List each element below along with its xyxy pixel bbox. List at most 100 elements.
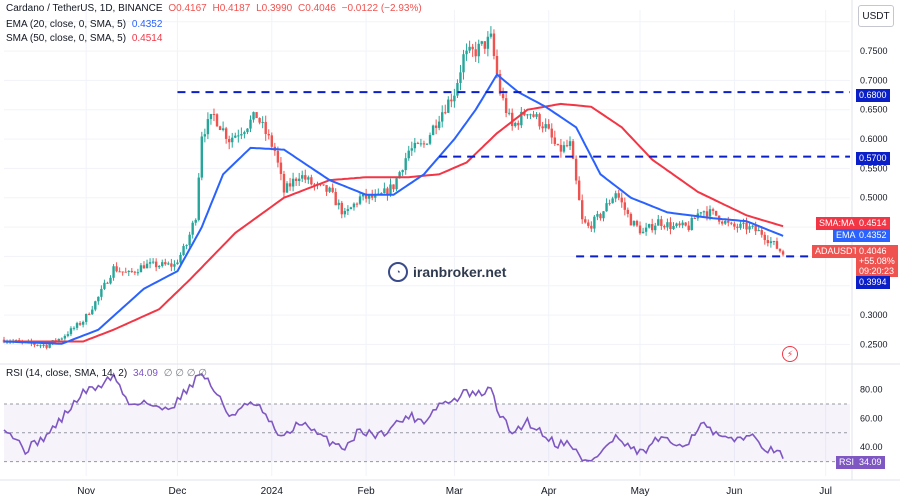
candle-body [234, 135, 237, 138]
candle-body [106, 282, 109, 284]
candle-body [337, 202, 340, 206]
candle-body [492, 33, 496, 56]
candle-body [517, 122, 520, 126]
candle-body [489, 33, 493, 37]
candle-body [81, 321, 85, 325]
candle-body [757, 230, 760, 232]
candle-body [297, 178, 301, 181]
candle-body [124, 271, 127, 273]
candle-body [136, 272, 140, 274]
candle-body [474, 49, 477, 57]
candle-body [611, 198, 614, 204]
candle-body [398, 172, 401, 179]
candle-body [763, 234, 766, 241]
candle-body [115, 266, 118, 272]
candle-body [550, 128, 553, 138]
candle-body [392, 184, 395, 190]
rsi-legend[interactable]: RSI (14, close, SMA, 14, 2) 34.09 ∅ ∅ ∅ … [6, 368, 207, 379]
candle-body [36, 344, 39, 346]
candle-body [158, 266, 161, 268]
candle-body [194, 219, 197, 223]
candle-body [781, 251, 785, 255]
candle-body [127, 270, 130, 272]
level-tag-0680: 0.6800 [856, 89, 890, 102]
candle-body [538, 114, 541, 127]
candle-body [724, 220, 727, 224]
candle-body [307, 177, 310, 180]
candle-body [197, 177, 200, 220]
candle-body [675, 223, 678, 226]
price-tick-label: 0.2500 [860, 339, 888, 349]
sma-price-tag: 0.4514 [856, 217, 890, 230]
candle-body [215, 114, 219, 127]
candle-body [103, 282, 106, 289]
candle-body [501, 93, 505, 99]
candle-body [605, 203, 608, 212]
candle-body [179, 254, 182, 263]
candle-body [678, 223, 681, 226]
rsi-tick-label: 40.00 [860, 442, 883, 452]
candle-body [221, 128, 225, 131]
rsi-legend-extra: ∅ ∅ ∅ ∅ [163, 368, 207, 379]
candle-body [118, 271, 121, 273]
candle-body [462, 54, 465, 73]
candle-body [702, 211, 706, 213]
candle-body [164, 262, 167, 265]
candle-body [769, 241, 773, 244]
candle-body [520, 111, 523, 126]
candle-body [294, 178, 298, 181]
candle-body [730, 222, 733, 224]
candle-body [669, 222, 672, 230]
candle-body [349, 207, 353, 210]
bar-countdown: 09:20:23 [859, 266, 895, 276]
candle-body [410, 148, 413, 151]
candle-body [641, 231, 645, 234]
candle-body [161, 262, 164, 267]
candle-body [754, 225, 757, 232]
candle-body [151, 261, 155, 263]
lightning-icon[interactable]: ⚡ [782, 346, 798, 362]
candle-body [340, 202, 343, 215]
candle-body [422, 143, 426, 145]
ema-price-tag: 0.4352 [856, 229, 890, 242]
candle-body [672, 225, 675, 230]
candle-body [301, 175, 304, 179]
candle-body [483, 41, 487, 49]
candle-body [66, 334, 70, 336]
sma-legend[interactable]: SMA (50, close, 0, SMA, 5) 0.4514 [6, 33, 162, 44]
candle-body [237, 135, 240, 137]
candle-body [145, 263, 149, 269]
candle-body [371, 194, 374, 198]
candle-body [541, 126, 544, 129]
candle-body [523, 111, 526, 116]
ema-legend-label: EMA (20, close, 0, SMA, 5) [6, 19, 127, 30]
candle-body [45, 344, 48, 348]
candle-body [772, 241, 776, 243]
candle-body [97, 296, 100, 302]
symbol-legend: Cardano / TetherUS, 1D, BINANCE O0.4167 … [6, 3, 422, 14]
candle-body [532, 114, 535, 117]
price-tick-label: 0.7000 [860, 75, 888, 85]
candle-body [395, 178, 398, 190]
candle-body [48, 343, 51, 348]
candle-body [352, 203, 356, 208]
candle-body [191, 222, 194, 235]
candle-body [544, 124, 547, 129]
currency-button[interactable]: USDT [858, 5, 894, 27]
ema20-line [3, 72, 784, 345]
ema-legend[interactable]: EMA (20, close, 0, SMA, 5) 0.4352 [6, 19, 162, 30]
candle-body [170, 263, 173, 267]
candle-body [258, 118, 261, 123]
candle-body [514, 122, 517, 127]
time-tick-label: Feb [358, 486, 376, 497]
candle-body [231, 137, 234, 143]
time-tick-label: Jul [819, 486, 832, 497]
candle-body [404, 158, 407, 171]
candle-body [224, 128, 228, 139]
candle-body [736, 226, 739, 228]
candle-body [291, 178, 295, 187]
candle-body [748, 226, 751, 230]
candle-body [343, 210, 347, 215]
candle-body [623, 202, 627, 210]
